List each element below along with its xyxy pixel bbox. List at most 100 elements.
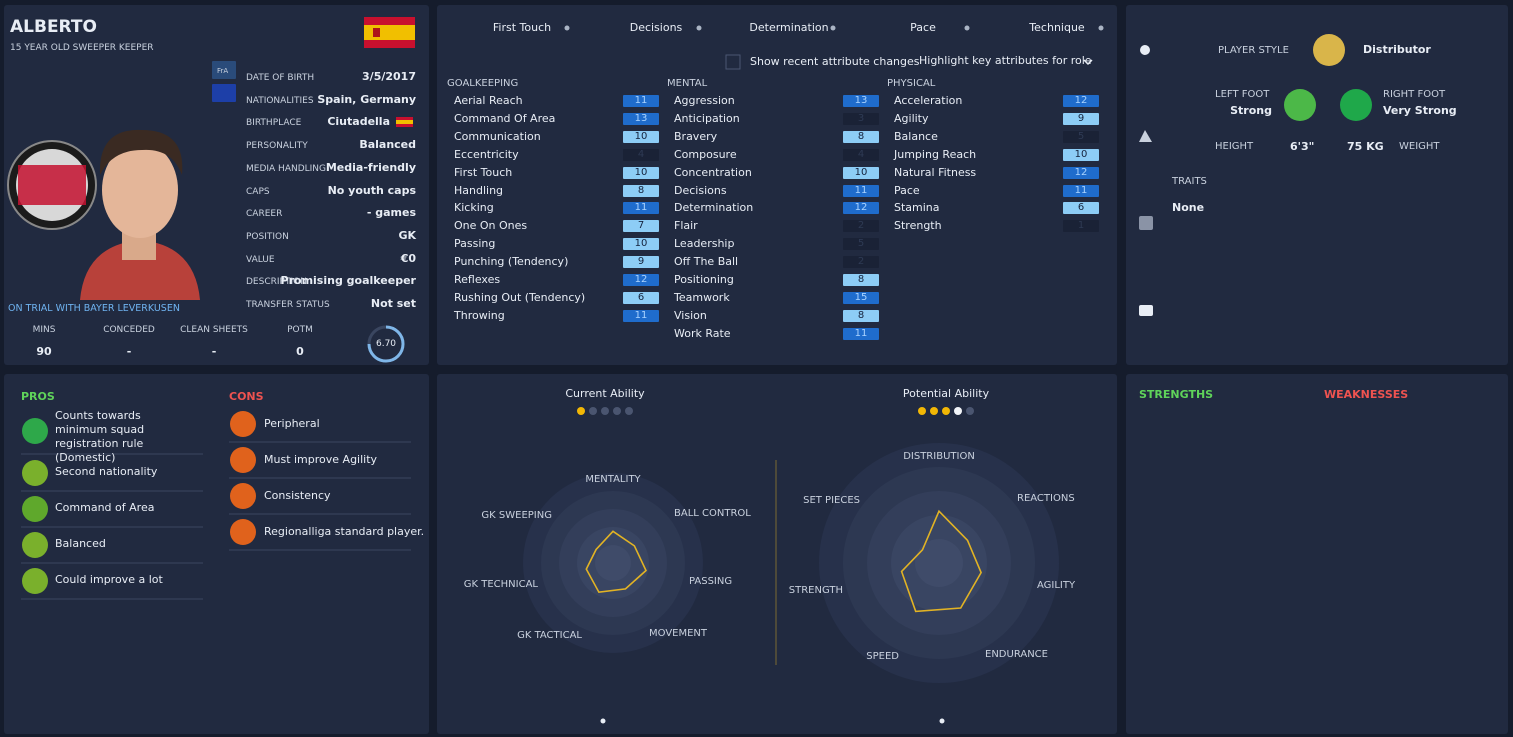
foot-label: RIGHT FOOT bbox=[1383, 89, 1446, 100]
weight-value: 75 KG bbox=[1347, 140, 1384, 153]
right-foot-icon bbox=[1340, 89, 1372, 121]
attribute-value: 2 bbox=[843, 220, 879, 233]
attribute-name: Balance bbox=[894, 129, 938, 143]
option-dropdown[interactable]: Highlight key attributes for role bbox=[919, 54, 1092, 67]
icon bbox=[1139, 130, 1152, 142]
radar-ring bbox=[915, 539, 963, 587]
pro-item: Counts towards minimum squad registratio… bbox=[55, 409, 145, 464]
checkbox[interactable] bbox=[725, 54, 741, 70]
attribute-name: Anticipation bbox=[674, 111, 740, 125]
detail-value: €0 bbox=[400, 251, 416, 265]
attribute-value: 8 bbox=[843, 130, 879, 143]
attribute-value: 11 bbox=[1063, 184, 1099, 197]
radar-shape bbox=[585, 530, 647, 594]
attribute-value: 9 bbox=[1063, 112, 1099, 125]
flag-band bbox=[364, 25, 415, 40]
attribute-name: Determination bbox=[674, 201, 754, 215]
attribute-name: Vision bbox=[674, 308, 707, 322]
attribute-value: 5 bbox=[843, 238, 879, 251]
key-dots bbox=[564, 25, 1104, 31]
portrait-face bbox=[102, 142, 178, 238]
attribute-name: Off The Ball bbox=[674, 255, 739, 269]
attribute-value: 1 bbox=[1063, 220, 1099, 233]
con-item: Must improve Agility bbox=[264, 453, 378, 466]
stat-label: POTM bbox=[287, 325, 313, 335]
attribute-value: 12 bbox=[843, 202, 879, 215]
detail-label: MEDIA HANDLING bbox=[246, 163, 327, 174]
attribute-value: 4 bbox=[623, 148, 659, 161]
detail-value: - games bbox=[366, 206, 416, 220]
attribute-name: Leadership bbox=[674, 237, 735, 251]
attribute-name: Rushing Out (Tendency) bbox=[454, 290, 586, 304]
info-icon bbox=[1140, 45, 1150, 55]
attribute-value: 11 bbox=[843, 327, 879, 340]
attribute-name: Pace bbox=[894, 183, 920, 197]
attribute-value: 4 bbox=[843, 148, 879, 161]
cons-icons bbox=[230, 411, 256, 545]
rating: 6.70 bbox=[375, 339, 397, 349]
strengths-title: STRENGTHS bbox=[1139, 388, 1214, 401]
pro-item: Command of Area bbox=[55, 501, 155, 514]
attribute-name: Punching (Tendency) bbox=[454, 255, 569, 269]
attribute-name: Throwing bbox=[454, 308, 505, 322]
radar-label: SET PIECES bbox=[803, 495, 860, 506]
key-attribute: Determination bbox=[749, 21, 829, 34]
attribute-name: Passing bbox=[454, 237, 496, 251]
attribute-name: Concentration bbox=[674, 165, 752, 179]
radar-label: AGILITY bbox=[1037, 580, 1076, 591]
stat-label: CONCEDED bbox=[103, 325, 155, 335]
attribute-value: 10 bbox=[623, 238, 659, 251]
attribute-value: 11 bbox=[843, 184, 879, 197]
attribute-value: 12 bbox=[1063, 95, 1099, 107]
attribute-name: Command Of Area bbox=[454, 111, 556, 125]
page-dot[interactable] bbox=[939, 718, 945, 724]
attribute-name: Composure bbox=[674, 147, 737, 161]
dropdown-arrow[interactable] bbox=[1083, 59, 1093, 66]
ability-star bbox=[930, 407, 938, 415]
detail-value: 3/5/2017 bbox=[362, 70, 416, 83]
detail-value: Ciutadella bbox=[327, 115, 390, 129]
attribute-value: 8 bbox=[843, 309, 879, 322]
ability-star bbox=[625, 407, 633, 415]
player-name: ALBERTO bbox=[10, 17, 97, 37]
radar-label: PASSING bbox=[689, 576, 733, 587]
attribute-name: Reflexes bbox=[454, 273, 501, 286]
page-dot[interactable] bbox=[600, 718, 606, 724]
pros-cons-panel bbox=[4, 374, 429, 734]
stat-value: - bbox=[126, 345, 132, 358]
height-value: 6'3" bbox=[1290, 140, 1315, 153]
attribute-name: Handling bbox=[454, 183, 504, 197]
nation-icon bbox=[212, 84, 236, 102]
pros-icons bbox=[22, 418, 48, 594]
attribute-value: 10 bbox=[1063, 148, 1099, 161]
stat-label: MINS bbox=[32, 325, 56, 335]
attribute-name: Jumping Reach bbox=[894, 147, 977, 161]
trial-note: ON TRIAL WITH BAYER LEVERKUSEN bbox=[8, 303, 180, 314]
radar-ring bbox=[595, 545, 631, 581]
attributes-panel bbox=[437, 5, 1117, 365]
radar-label: SPEED bbox=[866, 651, 899, 662]
key-attribute: First Touch bbox=[492, 21, 552, 34]
attribute-value: 13 bbox=[623, 112, 659, 125]
detail-value: Media-friendly bbox=[325, 160, 416, 174]
attribute-name: Bravery bbox=[674, 129, 718, 143]
stat-value: - bbox=[211, 345, 217, 358]
detail-label: NATIONALITIES bbox=[246, 95, 314, 106]
detail-value: Not set bbox=[370, 297, 416, 310]
attribute-value: 2 bbox=[843, 256, 879, 269]
attribute-value: 15 bbox=[843, 291, 879, 304]
attribute-value: 12 bbox=[1063, 166, 1099, 179]
detail-label: CAPS bbox=[246, 186, 270, 197]
attribute-value: 8 bbox=[843, 274, 879, 286]
attribute-group-title: GOALKEEPING bbox=[447, 78, 519, 89]
ability-star bbox=[577, 407, 585, 415]
chart-title: Potential Ability bbox=[902, 387, 990, 400]
player-subtitle: 15 YEAR OLD SWEEPER KEEPER bbox=[10, 43, 154, 53]
attribute-name: Work Rate bbox=[674, 326, 731, 340]
attribute-value: 6 bbox=[623, 291, 659, 304]
attribute-value: 3 bbox=[843, 112, 879, 125]
ability-star bbox=[601, 407, 609, 415]
detail-label: VALUE bbox=[246, 254, 275, 265]
